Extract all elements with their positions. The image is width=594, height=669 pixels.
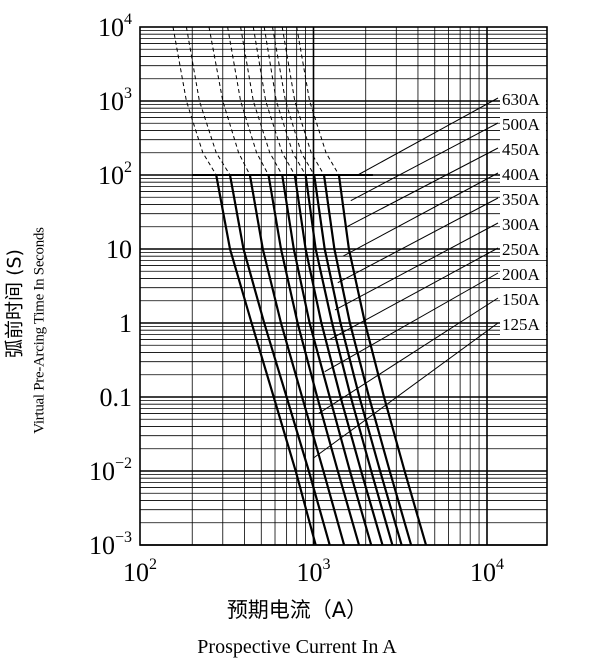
curve-dashed-150A xyxy=(185,26,231,176)
curve-dashed-450A xyxy=(272,26,315,176)
legend-bg-200A xyxy=(500,263,546,285)
legend-bg-150A xyxy=(500,288,546,310)
curve-350A xyxy=(293,174,384,546)
leader-150A xyxy=(318,297,499,414)
legend-bg-300A xyxy=(500,213,546,235)
curve-dashed-200A xyxy=(208,26,251,176)
curve-450A xyxy=(313,174,403,546)
curve-dashed-125A xyxy=(172,26,217,176)
curve-500A xyxy=(322,174,413,546)
leader-450A xyxy=(346,147,499,228)
leader-400A xyxy=(342,172,499,257)
curve-200A xyxy=(248,174,346,546)
legend-bg-630A xyxy=(500,88,546,110)
x-axis-label-chinese: 预期电流（A） xyxy=(226,598,368,622)
legend-bg-500A xyxy=(500,113,546,135)
legend-label-125A: 125A xyxy=(502,315,541,334)
leader-500A xyxy=(350,122,499,202)
curve-dashed-300A xyxy=(240,26,283,176)
curve-400A xyxy=(304,174,394,546)
legend-label-300A: 300A xyxy=(502,215,541,234)
curve-dashed-350A xyxy=(252,26,296,176)
legend-bg-350A xyxy=(500,188,546,210)
y-tick-label: 103 xyxy=(98,85,132,116)
y-tick-label: 104 xyxy=(98,11,132,42)
curve-300A xyxy=(281,174,373,546)
curve-dashed-630A xyxy=(296,26,340,176)
leader-200A xyxy=(324,272,499,373)
legend-label-500A: 500A xyxy=(502,115,541,134)
legend-label-400A: 400A xyxy=(502,165,541,184)
grid xyxy=(139,26,548,546)
x-tick-label: 102 xyxy=(123,556,157,587)
dashed-curves xyxy=(172,26,340,176)
x-tick-label: 104 xyxy=(470,556,504,587)
legend-label-250A: 250A xyxy=(502,240,541,259)
legend-bg-125A xyxy=(500,313,546,335)
curve-630A xyxy=(337,174,428,546)
curve-dashed-250A xyxy=(227,26,269,176)
curves xyxy=(215,174,428,546)
legend-label-150A: 150A xyxy=(502,290,541,309)
y-axis-label-chinese: 弧前时间 (S) xyxy=(3,249,26,358)
curve-250A xyxy=(267,174,361,546)
legend-bg-450A xyxy=(500,138,546,160)
y-axis-label: Virtual Pre-Arcing Time In Seconds xyxy=(31,227,48,434)
legend: 630A 500A 450A 400A 350A 300A 250A 200A 150A 125A xyxy=(500,88,546,335)
curve-dashed-400A xyxy=(263,26,307,176)
legend-bg-400A xyxy=(500,163,546,185)
leader-250A xyxy=(329,247,499,340)
curve-125A xyxy=(215,174,317,546)
legend-label-630A: 630A xyxy=(502,90,541,109)
y-tick-label: 10−2 xyxy=(89,455,132,486)
curve-dashed-500A xyxy=(281,26,325,176)
leader-630A xyxy=(357,97,499,176)
y-tick-label: 1 xyxy=(119,309,132,338)
legend-label-450A: 450A xyxy=(502,140,541,159)
leader-300A xyxy=(334,222,499,311)
legend-leader-lines xyxy=(313,97,499,459)
y-tick-labels: 10−3 10−2 0.1 1 10 102 103 104 xyxy=(89,11,132,560)
legend-label-200A: 200A xyxy=(502,265,541,284)
legend-label-350A: 350A xyxy=(502,190,541,209)
x-tick-labels: 102 103 104 xyxy=(123,556,504,587)
y-tick-label: 0.1 xyxy=(100,383,133,412)
legend-bg-250A xyxy=(500,238,546,260)
y-tick-label: 10−3 xyxy=(89,529,132,560)
curve-150A xyxy=(228,174,331,546)
x-tick-label: 103 xyxy=(297,556,331,587)
leader-350A xyxy=(337,197,499,284)
y-tick-label: 10 xyxy=(106,235,132,264)
y-tick-label: 102 xyxy=(98,159,132,190)
x-axis-label: Prospective Current In A xyxy=(197,636,397,658)
leader-125A xyxy=(313,322,499,459)
